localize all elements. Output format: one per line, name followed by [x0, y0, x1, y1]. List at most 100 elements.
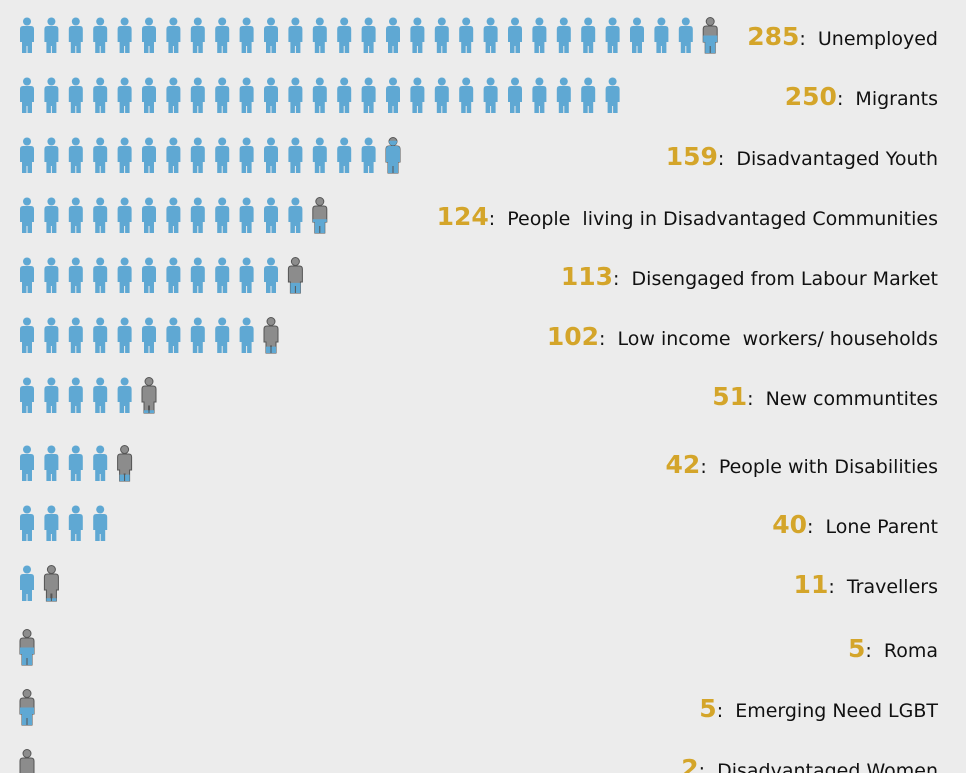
icon-body	[68, 514, 83, 541]
icon-body	[190, 326, 205, 353]
icon-head	[47, 445, 56, 454]
row-label: 250: Migrants	[785, 82, 938, 111]
icon	[68, 445, 83, 481]
icon-head	[22, 689, 32, 698]
icon-body	[44, 266, 59, 293]
icon-body	[678, 26, 693, 53]
icon-head	[47, 17, 56, 26]
icon-head	[96, 17, 105, 26]
icon-head	[96, 77, 105, 86]
icon-head	[462, 77, 471, 86]
icon-body	[20, 26, 34, 53]
icon-body	[215, 266, 230, 293]
icon-head	[47, 137, 56, 146]
icon	[68, 257, 83, 293]
category-label: Unemployed	[818, 28, 938, 50]
row-label: 285: Unemployed	[747, 22, 938, 51]
icon-body	[361, 146, 376, 173]
icon	[93, 377, 108, 413]
icon	[142, 17, 156, 53]
icon-head	[218, 317, 227, 326]
icon-head	[47, 505, 56, 514]
icon-body	[263, 325, 279, 354]
icon-body	[142, 86, 156, 113]
icon-head	[22, 749, 32, 758]
icon	[190, 77, 205, 113]
icon-head	[120, 137, 129, 146]
row-label: 102: Low income workers/ households	[547, 322, 938, 351]
icon	[239, 17, 254, 53]
icon	[190, 257, 205, 293]
partial-icon	[385, 137, 401, 174]
icon-body	[44, 326, 59, 353]
icon-head	[23, 17, 31, 26]
icon-head	[120, 197, 129, 206]
icon	[93, 505, 108, 541]
icon-head	[633, 17, 641, 26]
icon-head	[169, 137, 178, 146]
icon	[215, 17, 230, 53]
icon-head	[535, 17, 544, 26]
icon-body	[190, 86, 205, 113]
icon-head	[193, 17, 202, 26]
icon	[239, 197, 254, 233]
value-label: 250	[785, 82, 837, 111]
partial-icon	[19, 689, 35, 726]
value-label: 40	[772, 510, 807, 539]
icon-body	[93, 454, 108, 481]
icon	[68, 197, 83, 233]
icon-head	[364, 137, 373, 146]
icon-body	[410, 86, 425, 113]
icon-head	[23, 565, 31, 574]
partial-fill	[703, 35, 718, 53]
value-label: 5	[848, 634, 865, 663]
icon-head	[559, 77, 568, 86]
category-label: Lone Parent	[826, 516, 938, 538]
category-label: Roma	[884, 640, 938, 662]
icon-head	[511, 17, 519, 26]
icon	[239, 317, 254, 353]
icon-body	[142, 326, 156, 353]
icon-head	[266, 317, 276, 326]
icon-body	[93, 86, 108, 113]
icon-head	[218, 77, 227, 86]
icon-body	[93, 26, 108, 53]
partial-icon	[263, 317, 279, 354]
icon-body	[459, 26, 474, 53]
partial-icon	[19, 749, 35, 773]
icon	[410, 77, 425, 113]
icon	[215, 197, 230, 233]
value-label: 5	[699, 694, 716, 723]
icon	[312, 17, 327, 53]
value-label: 11	[794, 570, 829, 599]
separator: :	[599, 328, 617, 350]
icon	[44, 257, 59, 293]
value-label: 51	[712, 382, 747, 411]
icon-body	[605, 26, 620, 53]
icon	[117, 77, 132, 113]
icon	[117, 17, 132, 53]
row-label: 113: Disengaged from Labour Market	[561, 262, 938, 291]
icon	[166, 17, 181, 53]
icon	[166, 257, 181, 293]
icon-body	[93, 386, 108, 413]
icon-head	[242, 17, 251, 26]
icon-head	[389, 17, 397, 26]
icon-body	[166, 326, 181, 353]
icon-body	[166, 86, 181, 113]
icon	[215, 137, 230, 173]
partial-fill	[386, 140, 400, 173]
icon-body	[93, 514, 108, 541]
icon-head	[193, 137, 202, 146]
icon-head	[437, 17, 446, 26]
icon-body	[215, 26, 230, 53]
value-label: 2	[681, 754, 698, 773]
separator: :	[807, 516, 825, 538]
category-label: New communtites	[766, 388, 938, 410]
value-label: 285	[747, 22, 799, 51]
icon	[166, 317, 181, 353]
icon	[20, 565, 34, 601]
icon-head	[23, 257, 31, 266]
icon-head	[608, 77, 617, 86]
icon	[532, 77, 547, 113]
